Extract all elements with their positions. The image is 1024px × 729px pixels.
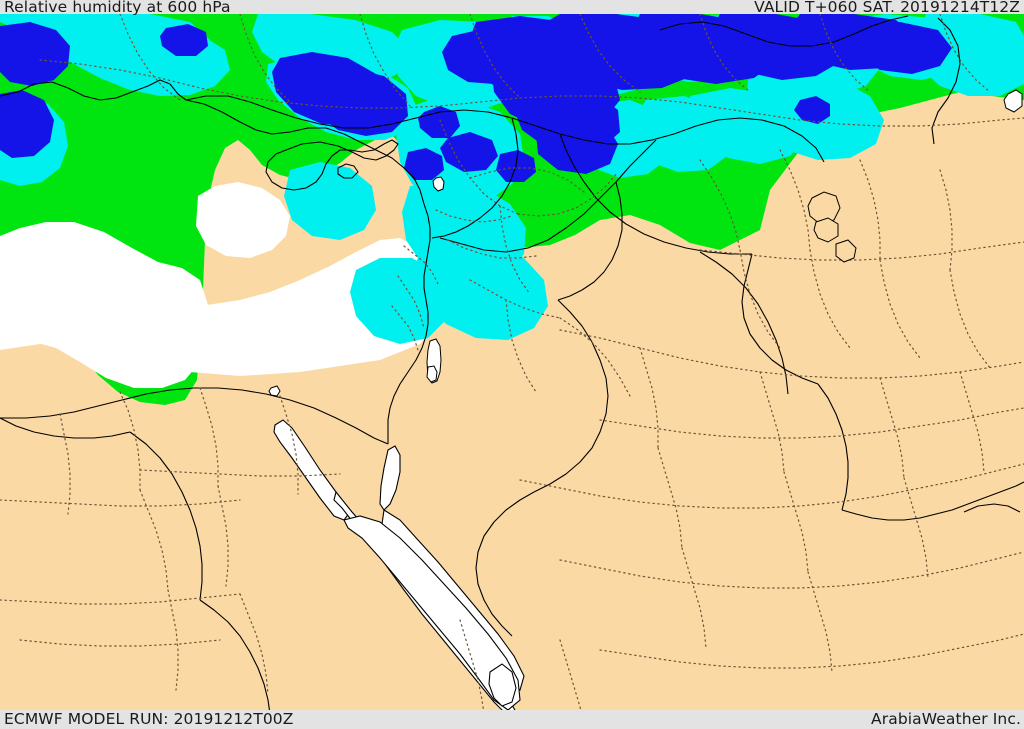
mediterranean-sea: [0, 182, 430, 388]
gulf-island: [807, 89, 1023, 263]
header-bar: Relative humidity at 600 hPa VALID T+060…: [0, 0, 1024, 16]
coastline-and-borders: [0, 15, 1024, 715]
footer-bar: ECMWF MODEL RUN: 20191212T00Z ArabiaWeat…: [0, 710, 1024, 729]
red-sea-system: [273, 419, 525, 717]
map-title: Relative humidity at 600 hPa: [4, 0, 231, 16]
water-bodies: [268, 176, 445, 397]
attribution-label: ArabiaWeather Inc.: [871, 710, 1021, 728]
model-run-label: ECMWF MODEL RUN: 20191212T00Z: [4, 710, 294, 728]
valid-time-label: VALID T+060 SAT. 20191214T12Z: [754, 0, 1020, 16]
admin-boundaries: [0, 13, 1024, 715]
humidity-band-blue: [0, 14, 952, 182]
